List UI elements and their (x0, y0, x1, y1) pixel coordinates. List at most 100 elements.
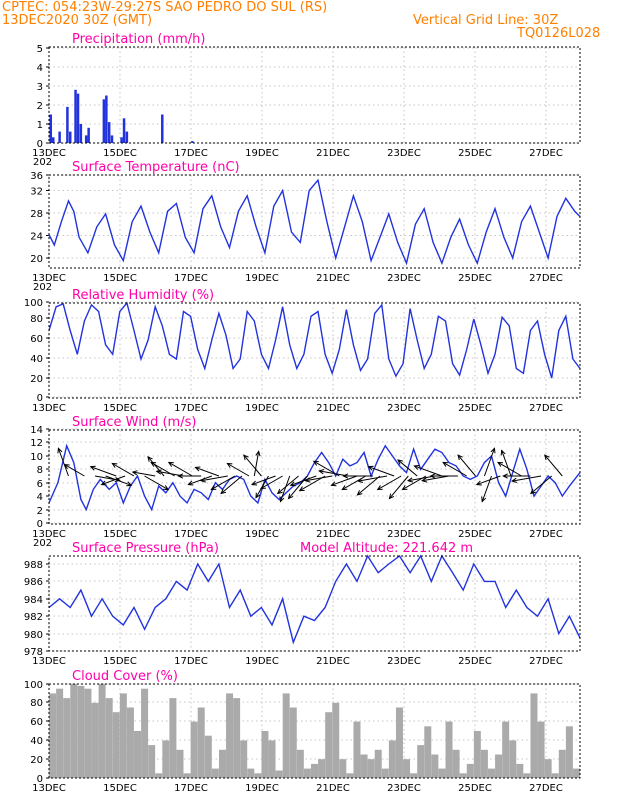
x-tick-label: 21DEC (316, 403, 350, 414)
panel-title: Surface Pressure (hPa) (72, 541, 219, 556)
plot-frame (48, 429, 581, 525)
precip-bar (102, 99, 106, 143)
wind-arrow-head (255, 450, 261, 457)
y-tick-label: 6 (37, 479, 43, 490)
y-tick-label: 60 (30, 717, 43, 728)
wind-arrow (220, 475, 243, 494)
wind-arrow (483, 448, 495, 477)
wind-arrow-head (177, 473, 184, 479)
cloud-bar (211, 768, 219, 778)
y-tick-label: 32 (30, 187, 43, 198)
cloud-bar (311, 763, 318, 778)
panel-6: 0 20 40 60 80 100 13DEC 15DEC 17DEC 19DEC 21DEC 23D… (24, 669, 581, 794)
y-tick-label: 10 (30, 452, 43, 463)
cloud-bar (388, 740, 396, 778)
cloud-bar (49, 693, 57, 778)
wind-arrow (476, 475, 501, 486)
wind-arrow (331, 475, 358, 486)
cloud-bar (530, 693, 538, 778)
x-tick-label: 27DEC (529, 148, 563, 159)
wind-arrow-head (126, 481, 133, 487)
wind-arrow-head (510, 477, 518, 483)
precip-bar (122, 118, 126, 143)
wind-arrow-head (490, 447, 496, 454)
cloud-bar (466, 763, 474, 778)
wind-arrow-head (131, 470, 138, 476)
panel-title: Surface Wind (m/s) (72, 415, 196, 430)
wind-arrow (260, 475, 283, 489)
wind-arrow (414, 465, 443, 477)
panel-2: 20 24 28 32 36 13DEC 15DEC 17DEC 19DEC 21DEC 23DEC… (30, 160, 581, 293)
y-tick-label: 40 (30, 354, 43, 365)
cloud-bar (431, 754, 439, 778)
x-tick-label: 13DEC (32, 403, 66, 414)
wind-arrow (279, 475, 291, 502)
x-tick-label: 21DEC (316, 783, 350, 794)
x-tick-label: 27DEC (529, 783, 563, 794)
cloud-bar (148, 745, 156, 778)
wind-arrow-head (259, 484, 267, 490)
y-tick-label: 984 (24, 595, 43, 606)
cloud-bar (155, 773, 163, 778)
year-label: 202 (33, 538, 52, 549)
wind-arrow-head (367, 465, 374, 471)
cloud-bar (240, 740, 248, 778)
x-tick-label: 27DEC (529, 273, 563, 284)
x-tick-label: 17DEC (174, 656, 208, 667)
cloud-bar (84, 688, 92, 778)
x-tick-label: 13DEC (32, 273, 66, 284)
x-tick-label: 13DEC (32, 148, 66, 159)
cloud-bar (417, 745, 425, 778)
wind-arrow (90, 466, 117, 477)
wind-arrow-head (544, 454, 550, 461)
x-tick-label: 17DEC (174, 529, 208, 540)
panel-1: 0 1 2 3 4 5 13DEC 15DEC 17DEC 19DEC 21DEC 23DEC 25DE… (32, 32, 581, 168)
precip-bar (66, 106, 69, 143)
plot-frame (48, 555, 581, 652)
wind-arrow-head (318, 469, 325, 475)
wind-arrow (243, 454, 262, 477)
cloud-bar (204, 735, 212, 778)
cloud-bar (565, 726, 573, 778)
wind-arrow (530, 475, 553, 494)
wind-arrow (57, 448, 69, 477)
wind-arrow (457, 454, 476, 477)
cloud-bar (91, 702, 99, 778)
wind-arrow-head (250, 480, 258, 486)
wind-arrow (112, 463, 135, 477)
wind-arrow-head (187, 480, 194, 486)
cloud-bar (537, 721, 545, 778)
cloud-bar (452, 749, 460, 778)
cloud-bar (119, 693, 127, 778)
y-tick-label: 80 (30, 314, 43, 325)
wind-arrow-head (330, 481, 337, 487)
x-tick-label: 15DEC (103, 656, 137, 667)
cloud-bar (56, 688, 64, 778)
cloud-bar (63, 698, 71, 778)
year-label: 202 (33, 157, 52, 168)
x-tick-label: 15DEC (103, 148, 137, 159)
y-tick-label: 4 (37, 492, 43, 503)
cloud-bar (247, 768, 255, 778)
wind-arrow (147, 456, 165, 477)
wind-arrow (290, 475, 317, 486)
wind-arrow-head (442, 461, 449, 467)
y-tick-label: 8 (37, 465, 43, 476)
wind-arrow (305, 475, 333, 482)
y-tick-label: 1 (37, 120, 43, 131)
panel-3: 0 20 40 60 80 100 13DEC 15DEC 17DEC 19DEC 21DEC 23D… (24, 288, 581, 414)
cloud-bar (254, 773, 262, 778)
x-tick-label: 19DEC (245, 148, 279, 159)
y-tick-label: 80 (30, 698, 43, 709)
header-date: 13DEC2020 30Z (GMT) (2, 13, 152, 28)
wind-arrow (105, 475, 132, 486)
wind-arrow-head (500, 449, 506, 456)
wind-arrow-head (279, 496, 285, 503)
x-tick-label: 25DEC (458, 273, 492, 284)
wind-arrow (188, 475, 213, 486)
cloud-bar (226, 693, 234, 778)
cloud-bar (126, 707, 134, 778)
wind-arrow-head (356, 477, 364, 483)
wind-arrow (358, 475, 388, 482)
